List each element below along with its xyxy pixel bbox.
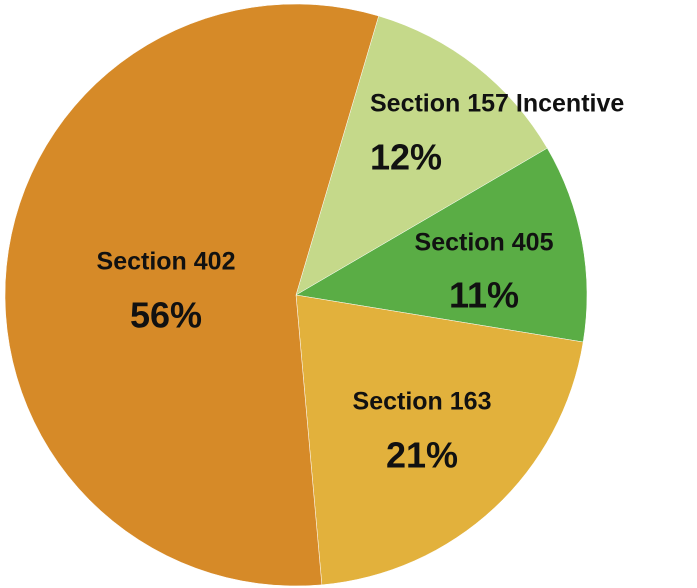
slice-value-label: 21% xyxy=(386,435,458,476)
slice-label: Section 157 Incentive xyxy=(370,90,624,118)
slice-label: Section 163 xyxy=(353,388,492,416)
pie-slice xyxy=(295,294,584,586)
pie-slice xyxy=(4,3,379,587)
slice-value-label: 56% xyxy=(130,295,202,336)
slice-label: Section 405 xyxy=(415,229,554,257)
pie-slice xyxy=(295,147,588,343)
slice-value-label: 11% xyxy=(449,275,519,316)
slice-label: Section 402 xyxy=(97,248,236,276)
slice-value-label: 12% xyxy=(370,137,442,178)
pie-slice xyxy=(295,15,548,296)
